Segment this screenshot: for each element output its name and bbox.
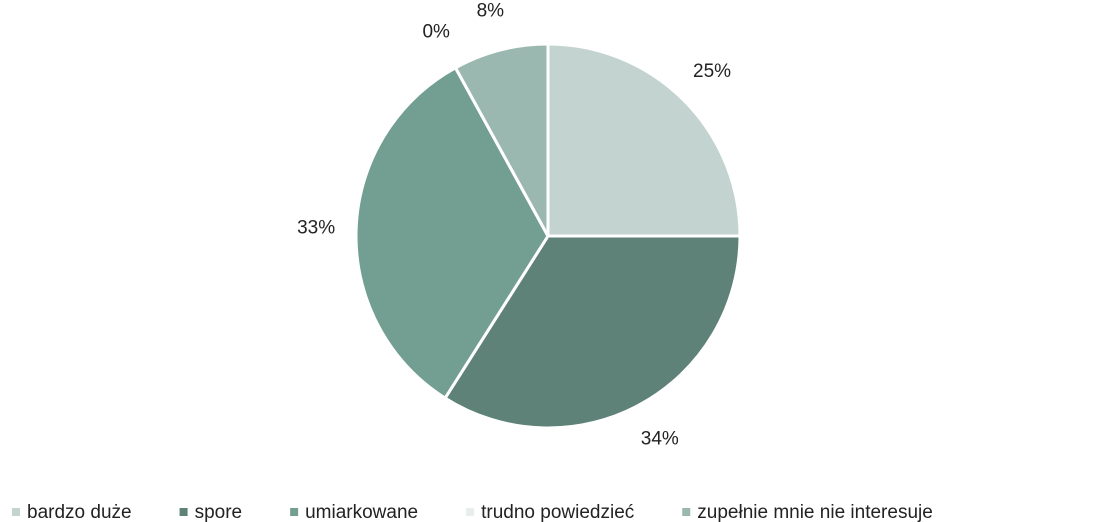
- legend-marker: [12, 508, 20, 516]
- legend-marker: [290, 508, 299, 516]
- pie-slice: [546, 42, 742, 238]
- data-label: 34%: [641, 428, 679, 449]
- legend-label: umiarkowane: [305, 502, 418, 522]
- legend-label: bardzo duże: [27, 502, 132, 522]
- data-label: 33%: [297, 218, 335, 239]
- data-label: 25%: [693, 61, 731, 82]
- legend-marker: [179, 508, 188, 516]
- legend-label: trudno powiedzieć: [481, 502, 634, 522]
- pie-slice: [453, 42, 550, 237]
- data-label: 8%: [477, 0, 505, 21]
- legend-marker: [466, 508, 475, 516]
- data-label: 0%: [422, 22, 450, 43]
- legend-label: zupełnie mnie nie interesuje: [697, 502, 933, 522]
- legend-label: spore: [195, 502, 243, 522]
- legend-marker: [682, 508, 691, 516]
